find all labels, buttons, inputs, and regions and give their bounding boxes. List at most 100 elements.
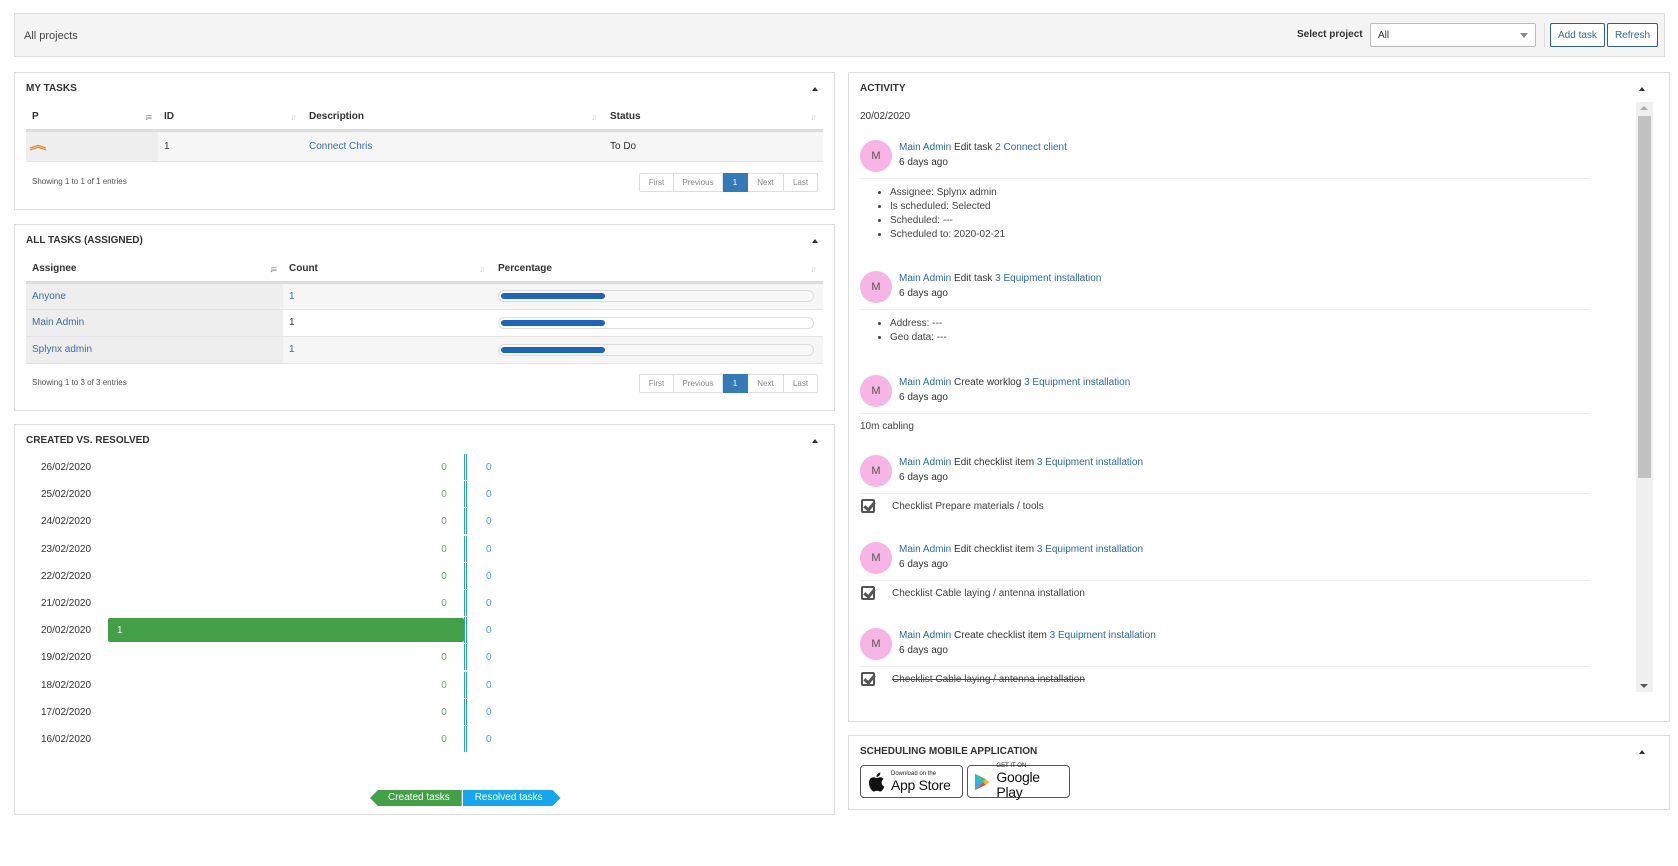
task-link[interactable]: 3 Equipment installation bbox=[1036, 457, 1144, 468]
chart-axis bbox=[464, 671, 467, 698]
scroll-down-icon[interactable] bbox=[1640, 684, 1648, 688]
pager-page-1[interactable]: 1 bbox=[723, 173, 748, 192]
checklist-text-deleted: Checklist Cable laying / antenna install… bbox=[892, 673, 1085, 685]
pager-previous[interactable]: Previous bbox=[674, 173, 723, 192]
assignee-link[interactable]: Anyone bbox=[32, 290, 66, 302]
mobile-app-panel: SCHEDULING MOBILE APPLICATION Download o… bbox=[848, 735, 1670, 810]
activity-time: 6 days ago bbox=[899, 392, 948, 403]
sort-icon: ↓↑ bbox=[290, 112, 297, 122]
created-bar[interactable]: 1 bbox=[108, 618, 464, 643]
entries-info: Showing 1 to 1 of 1 entries bbox=[32, 177, 127, 186]
task-link[interactable]: 3 Equipment installation bbox=[1049, 630, 1156, 641]
priority-cell: ︽ bbox=[26, 130, 158, 162]
user-link[interactable]: Main Admin bbox=[899, 142, 952, 153]
select-project-dropdown[interactable]: All bbox=[1370, 23, 1536, 47]
task-link[interactable]: 2 Connect client bbox=[995, 142, 1067, 153]
refresh-button[interactable]: Refresh bbox=[1607, 23, 1659, 47]
chart-row: 20/02/2020 1 0 bbox=[15, 617, 835, 644]
pager-last[interactable]: Last bbox=[784, 173, 818, 192]
table-row: Main Admin 1 bbox=[26, 309, 823, 337]
my-tasks-panel: MY TASKS P ↓≡ ID ↓↑ Description ↓↑ Status ↓↑… bbox=[14, 72, 835, 210]
column-header-count[interactable]: Count ↓↑ bbox=[283, 256, 492, 284]
count-link[interactable]: 1 bbox=[289, 290, 295, 302]
divider bbox=[860, 309, 1590, 310]
count-link[interactable]: 1 bbox=[289, 344, 295, 355]
chart-axis bbox=[464, 726, 467, 752]
avatar: M bbox=[860, 271, 892, 303]
pager-next[interactable]: Next bbox=[748, 374, 784, 393]
collapse-icon[interactable] bbox=[812, 239, 818, 243]
priority-high-icon: ︽ bbox=[29, 138, 47, 152]
resolved-value: 0 bbox=[486, 734, 492, 745]
created-value: 0 bbox=[441, 462, 447, 473]
user-link[interactable]: Main Admin bbox=[899, 457, 952, 468]
created-value: 0 bbox=[441, 679, 447, 691]
pager-first[interactable]: First bbox=[639, 374, 674, 393]
user-link[interactable]: Main Admin bbox=[899, 273, 952, 284]
activity-action: Create checklist item bbox=[954, 630, 1047, 641]
pagination: First Previous 1 Next Last bbox=[639, 374, 818, 393]
count-cell: 1 bbox=[283, 336, 492, 364]
column-header-description[interactable]: Description ↓↑ bbox=[303, 104, 604, 132]
add-task-button[interactable]: Add task bbox=[1550, 23, 1605, 47]
activity-time: 6 days ago bbox=[899, 157, 948, 168]
pager-page-1[interactable]: 1 bbox=[723, 374, 748, 393]
column-header-assignee[interactable]: Assignee ↓≡ bbox=[26, 256, 283, 284]
chart-category-label: 25/02/2020 bbox=[41, 489, 92, 501]
chart-row: 17/02/2020 0 0 bbox=[15, 698, 835, 725]
pager-next[interactable]: Next bbox=[748, 173, 784, 192]
resolved-value: 0 bbox=[486, 516, 492, 528]
divider bbox=[860, 493, 1590, 494]
chart-axis bbox=[464, 562, 467, 589]
activity-item: M Main Admin Edit task 2 Connect client … bbox=[860, 140, 1623, 260]
legend-resolved-tasks[interactable]: Resolved tasks bbox=[463, 790, 561, 806]
column-header-percentage[interactable]: Percentage ↓↑ bbox=[492, 256, 823, 284]
column-header-priority[interactable]: P ↓≡ bbox=[26, 104, 158, 132]
app-store-badge[interactable]: Download on the App Store bbox=[860, 765, 963, 798]
chart-axis bbox=[464, 454, 467, 480]
created-value: 0 bbox=[441, 516, 447, 528]
assignee-link[interactable]: Main Admin bbox=[32, 317, 85, 328]
percentage-cell bbox=[492, 309, 823, 337]
chart-category-label: 19/02/2020 bbox=[41, 652, 92, 664]
created-value: 0 bbox=[441, 652, 447, 664]
chart-axis bbox=[464, 617, 467, 644]
chart-category-label: 17/02/2020 bbox=[41, 706, 92, 718]
user-link[interactable]: Main Admin bbox=[899, 377, 952, 388]
collapse-icon[interactable] bbox=[812, 87, 818, 91]
task-link[interactable]: 3 Equipment installation bbox=[1036, 544, 1144, 555]
scroll-up-icon[interactable] bbox=[1640, 106, 1648, 110]
divider bbox=[860, 178, 1590, 179]
pager-last[interactable]: Last bbox=[784, 374, 818, 393]
resolved-value: 0 bbox=[486, 706, 492, 718]
entries-info: Showing 1 to 3 of 3 entries bbox=[32, 378, 127, 387]
assignee-link[interactable]: Splynx admin bbox=[32, 344, 93, 355]
divider bbox=[860, 413, 1590, 414]
column-header-status[interactable]: Status ↓↑ bbox=[604, 104, 823, 132]
activity-scrollbar[interactable] bbox=[1636, 102, 1653, 692]
column-header-id[interactable]: ID ↓↑ bbox=[158, 104, 303, 132]
id-cell: 1 bbox=[158, 130, 303, 162]
task-link[interactable]: 3 Equipment installation bbox=[995, 273, 1102, 284]
activity-item: M Main Admin Edit checklist item 3 Equip… bbox=[860, 455, 1623, 525]
pager-previous[interactable]: Previous bbox=[674, 374, 723, 393]
task-link[interactable]: Connect Chris bbox=[309, 140, 373, 152]
google-play-badge[interactable]: GET IT ON Google Play bbox=[967, 763, 1070, 800]
table-row: Splynx admin 1 bbox=[26, 336, 823, 364]
collapse-icon[interactable] bbox=[1639, 750, 1645, 754]
assignee-cell: Anyone bbox=[26, 282, 283, 310]
collapse-icon[interactable] bbox=[1639, 87, 1645, 91]
user-link[interactable]: Main Admin bbox=[899, 630, 952, 641]
avatar: M bbox=[860, 140, 892, 172]
progress-bar bbox=[498, 316, 814, 329]
table-row: ︽ 1 Connect Chris To Do bbox=[26, 130, 823, 162]
divider bbox=[1544, 23, 1545, 47]
legend-created-tasks[interactable]: Created tasks bbox=[370, 790, 462, 806]
scrollbar-thumb[interactable] bbox=[1638, 116, 1651, 478]
chart-row: 24/02/2020 0 0 bbox=[15, 508, 835, 535]
user-link[interactable]: Main Admin bbox=[899, 544, 952, 555]
task-link[interactable]: 3 Equipment installation bbox=[1024, 377, 1131, 388]
collapse-icon[interactable] bbox=[812, 439, 818, 443]
pager-first[interactable]: First bbox=[639, 173, 674, 192]
percentage-cell bbox=[492, 282, 823, 310]
